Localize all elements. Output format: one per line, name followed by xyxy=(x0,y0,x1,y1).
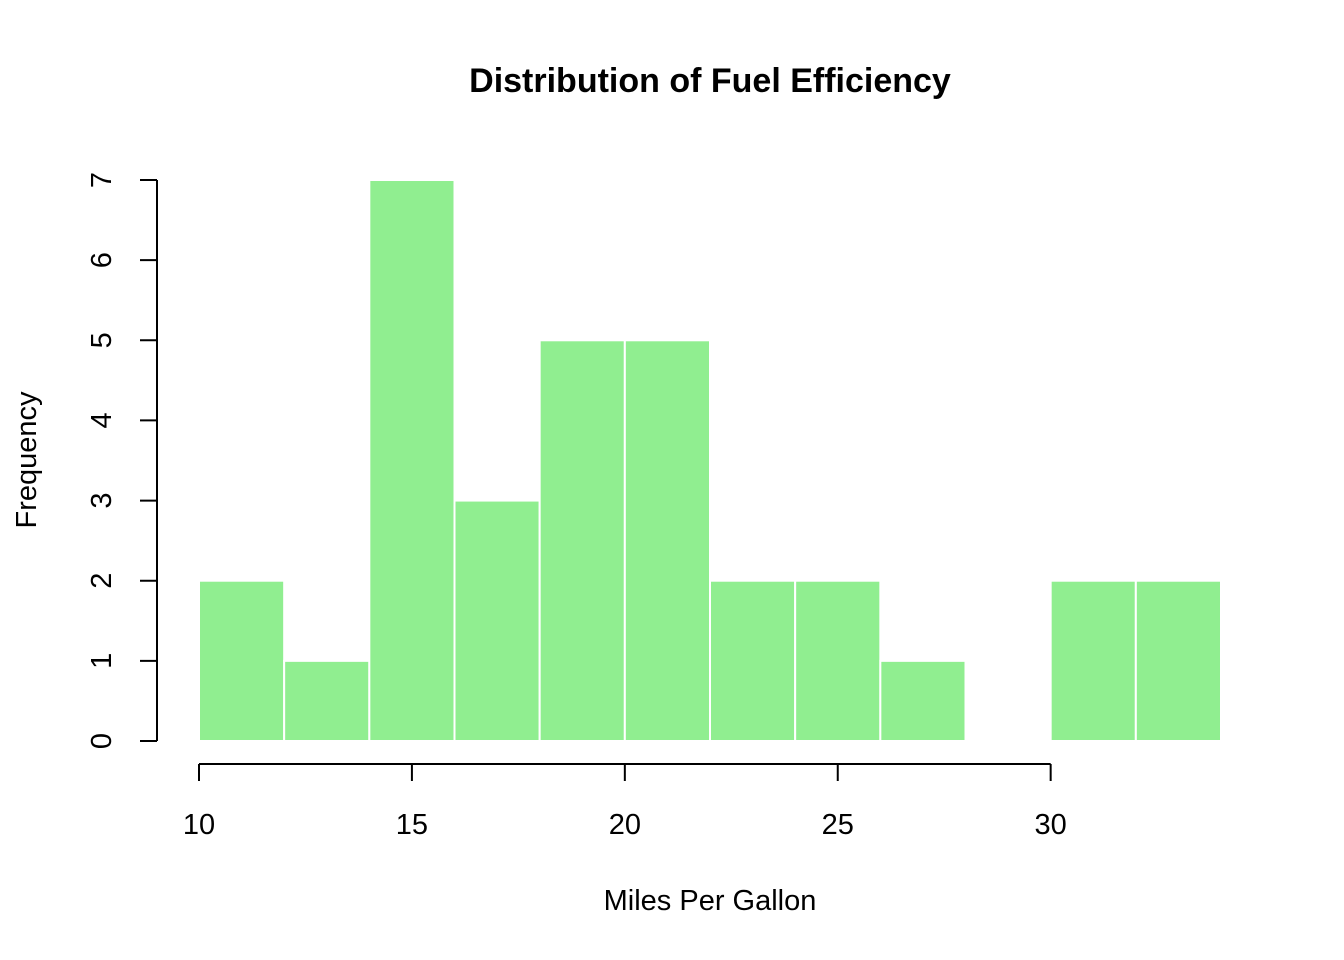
x-tick-label: 10 xyxy=(183,809,215,841)
y-tick-label: 5 xyxy=(86,332,118,348)
x-tick-label: 15 xyxy=(396,809,428,841)
y-tick-label: 7 xyxy=(86,172,118,188)
y-tick-label: 6 xyxy=(86,252,118,268)
histogram-bar xyxy=(1134,579,1223,743)
histogram-bar xyxy=(709,579,797,743)
x-tick-label: 25 xyxy=(822,809,854,841)
y-tick-label: 1 xyxy=(86,653,118,669)
histogram-bar xyxy=(794,579,882,743)
histogram-bar xyxy=(1049,579,1137,743)
y-tick-label: 0 xyxy=(86,733,118,749)
histogram-bar xyxy=(538,339,626,742)
y-axis-label: Frequency xyxy=(11,391,43,529)
chart-title: Distribution of Fuel Efficiency xyxy=(469,62,951,100)
histogram-bar xyxy=(198,579,286,743)
y-tick-label: 2 xyxy=(86,573,118,589)
histogram-bar xyxy=(623,339,711,742)
x-tick-label: 30 xyxy=(1035,809,1067,841)
histogram-bar xyxy=(453,499,541,743)
y-tick-label: 4 xyxy=(86,412,118,428)
histogram-bar xyxy=(283,659,371,742)
bars-group xyxy=(198,179,1223,743)
histogram-bar xyxy=(368,179,456,742)
y-axis: 0 1 2 3 4 5 6 7 xyxy=(86,172,158,749)
histogram-bar xyxy=(879,659,967,742)
x-axis-label: Miles Per Gallon xyxy=(604,885,817,917)
x-axis: 10 15 20 25 30 xyxy=(183,763,1067,841)
x-tick-label: 20 xyxy=(609,809,641,841)
y-tick-label: 3 xyxy=(86,493,118,509)
